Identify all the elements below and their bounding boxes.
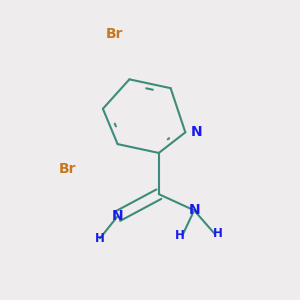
Text: H: H <box>175 229 184 242</box>
Text: H: H <box>213 227 223 240</box>
Text: H: H <box>95 232 105 245</box>
Text: Br: Br <box>106 27 123 41</box>
Text: N: N <box>112 209 123 223</box>
Text: N: N <box>188 203 200 218</box>
Text: N: N <box>190 125 202 139</box>
Text: Br: Br <box>59 162 76 176</box>
